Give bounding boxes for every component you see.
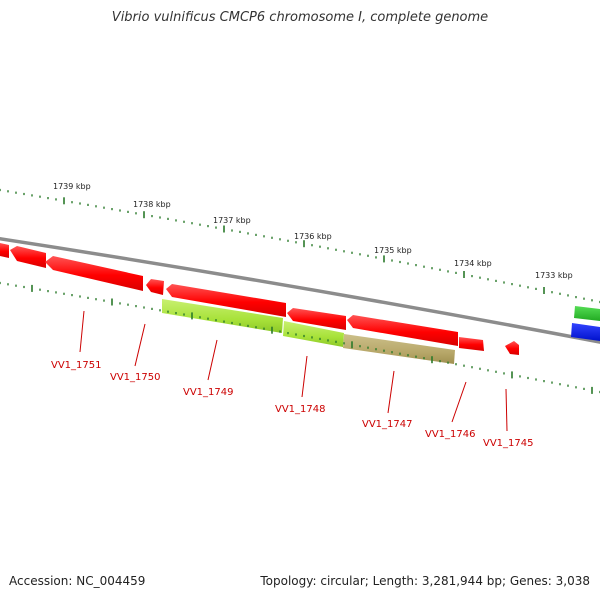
scale-label-1736: 1736 kbp <box>294 232 332 241</box>
feature-olive-1747[interactable] <box>343 334 455 364</box>
scale-label-1733: 1733 kbp <box>535 271 573 280</box>
gene-arrow-vv1-1746-small[interactable] <box>459 337 484 351</box>
gene-label-vv1-1745[interactable]: VV1_1745 <box>483 438 534 449</box>
gene-arrow-small-left[interactable] <box>10 246 46 268</box>
gene-label-lines <box>79 310 508 432</box>
forward-strand-features <box>574 306 600 321</box>
gene-arrow-vv1-1745[interactable] <box>505 341 519 355</box>
leader-line-vv1-1747 <box>387 370 395 414</box>
feature-green-block[interactable] <box>574 306 600 321</box>
gene-label-vv1-1749[interactable]: VV1_1749 <box>183 387 234 398</box>
gene-arrow-vv1-1748-red[interactable] <box>166 284 286 317</box>
feature-light-green-1749[interactable] <box>162 299 283 333</box>
gene-label-vv1-1748[interactable]: VV1_1748 <box>275 404 326 415</box>
feature-blue-block[interactable] <box>571 323 600 341</box>
map-title: Vibrio vulnificus CMCP6 chromosome I, co… <box>111 10 489 25</box>
gene-arrow-vv1-1747-red[interactable] <box>287 308 346 330</box>
scale-label-1739: 1739 kbp <box>53 182 91 191</box>
scale-label-1735: 1735 kbp <box>374 246 412 255</box>
gene-label-vv1-1750[interactable]: VV1_1750 <box>110 372 161 383</box>
scale-label-1734: 1734 kbp <box>454 259 492 268</box>
gene-labels: VV1_1751 VV1_1750 VV1_1749 VV1_1748 VV1_… <box>51 360 534 449</box>
leader-line-vv1-1751 <box>79 310 85 353</box>
feature-light-green-1748[interactable] <box>283 321 344 347</box>
gene-label-vv1-1751[interactable]: VV1_1751 <box>51 360 102 371</box>
leader-line-vv1-1748 <box>301 355 308 398</box>
gene-arrow-left-edge[interactable] <box>0 243 9 258</box>
leader-line-vv1-1749 <box>207 339 218 381</box>
scale-label-1738: 1738 kbp <box>133 200 171 209</box>
chromosome-backbone <box>0 237 600 344</box>
accession-text: Accession: NC_004459 <box>9 574 146 588</box>
gene-arrow-vv1-1751[interactable] <box>45 256 143 291</box>
leader-line-vv1-1750 <box>134 323 146 367</box>
genome-summary-text: Topology: circular; Length: 3,281,944 bp… <box>260 574 590 588</box>
leader-line-vv1-1745 <box>505 388 508 432</box>
leader-line-vv1-1746 <box>451 381 467 423</box>
gene-arrow-vv1-1746-red[interactable] <box>347 315 458 346</box>
reverse-strand-genes <box>0 243 600 364</box>
inner-scale-ticks <box>0 281 600 394</box>
gene-label-vv1-1746[interactable]: VV1_1746 <box>425 429 476 440</box>
gene-arrow-vv1-1750[interactable] <box>146 279 164 295</box>
scale-label-1737: 1737 kbp <box>213 216 251 225</box>
outer-scale-ticks <box>0 188 600 304</box>
scale-labels: 1739 kbp 1738 kbp 1737 kbp 1736 kbp 1735… <box>53 182 573 280</box>
gene-label-vv1-1747[interactable]: VV1_1747 <box>362 419 413 430</box>
